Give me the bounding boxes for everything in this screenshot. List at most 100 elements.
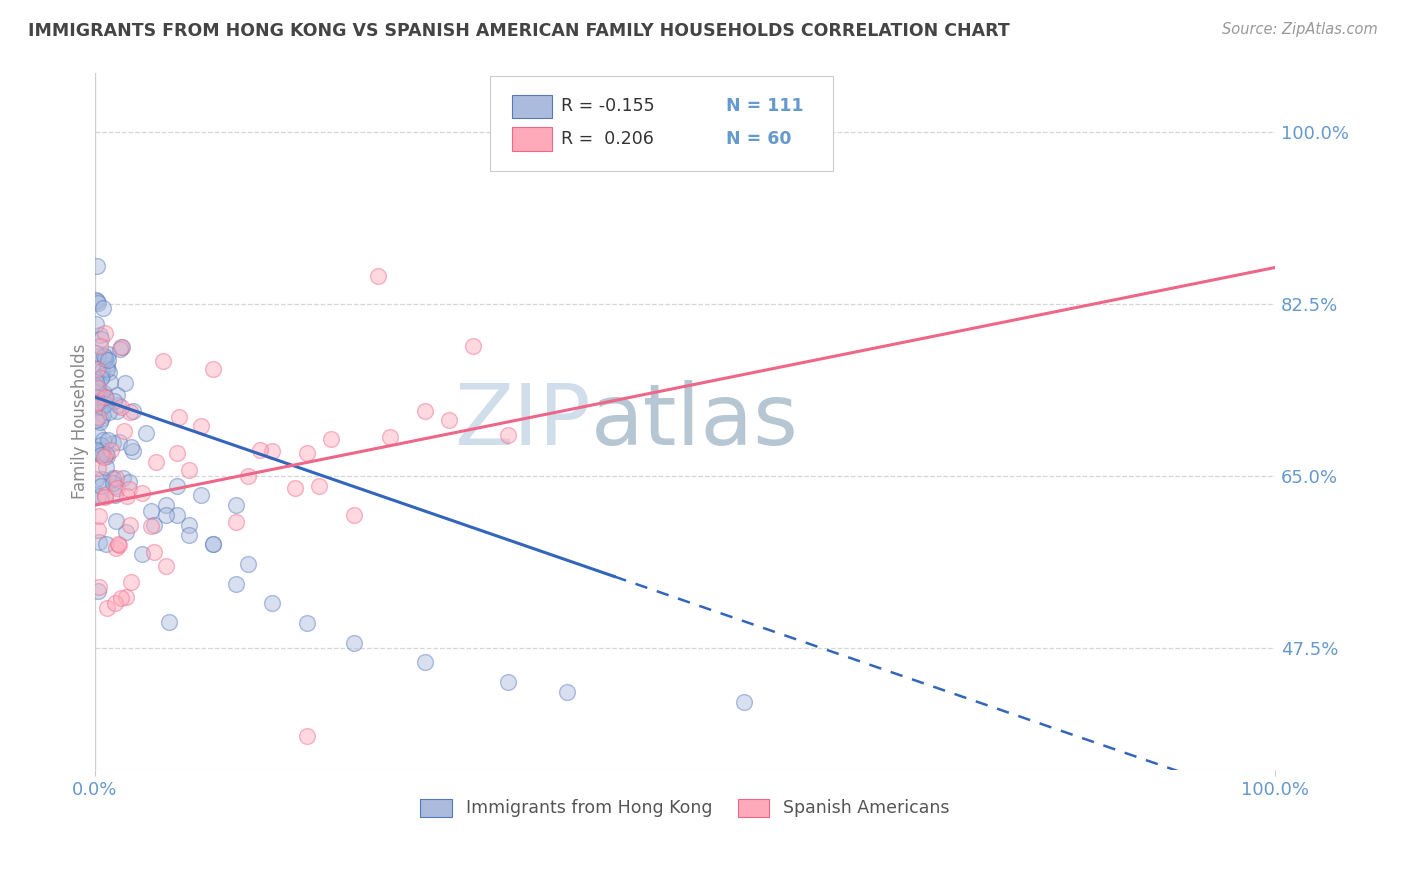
Point [86,260,108,274]
Point [139,504,162,518]
Point [96,362,118,376]
Point [105,471,128,485]
Point [90,472,112,486]
Point [115,489,138,503]
Point [86,361,108,376]
Point [87,296,110,310]
Point [87,428,110,442]
Point [145,454,167,468]
Point [86,413,108,427]
Point [97,347,120,361]
Point [93,450,115,465]
Point [90,332,112,346]
Point [297,615,319,630]
Point [120,440,142,454]
Point [105,541,128,555]
Point [84,293,107,307]
Point [94,459,117,474]
Text: R =  0.206: R = 0.206 [561,129,654,147]
Point [104,514,127,528]
Point [87,489,110,503]
Point [86,400,108,414]
Point [94,536,117,550]
Point [90,448,112,462]
Point [91,401,114,415]
Point [114,376,136,390]
Point [89,339,111,353]
Point [91,443,114,458]
Point [166,508,188,522]
Point [93,326,115,340]
Point [97,433,120,447]
Point [105,404,128,418]
Point [86,294,108,309]
Point [437,412,460,426]
Text: N = 60: N = 60 [727,129,792,147]
Point [225,498,247,512]
Point [101,471,124,485]
Point [201,537,224,551]
Point [96,391,118,405]
Point [179,517,201,532]
Point [115,591,138,605]
Point [118,482,141,496]
Point [86,523,108,537]
Point [308,479,330,493]
Point [201,362,224,376]
Point [100,443,122,458]
Point [90,448,112,462]
Point [115,524,138,539]
Point [97,365,120,379]
Point [84,396,107,410]
Point [86,373,108,387]
Point [103,596,125,610]
Point [89,399,111,413]
Point [87,409,110,424]
Point [90,438,112,452]
FancyBboxPatch shape [512,128,551,151]
Point [131,486,153,500]
Point [502,154,524,169]
Point [89,327,111,342]
Point [93,350,115,364]
Point [97,405,120,419]
Point [84,318,107,332]
Point [101,476,124,491]
Point [111,471,134,485]
Point [89,580,111,594]
Point [86,445,108,459]
Point [343,508,366,522]
Point [496,428,519,442]
Point [96,359,118,373]
Point [142,545,165,559]
Point [96,600,118,615]
Point [157,615,180,630]
Point [103,472,125,486]
Point [166,446,188,460]
Point [90,448,112,462]
Point [238,469,260,483]
Point [105,388,128,402]
Point [94,447,117,461]
Point [225,515,247,529]
Point [118,405,141,419]
Point [461,338,484,352]
Point [94,488,117,502]
Point [179,463,201,477]
Point [104,488,127,502]
Point [93,434,115,448]
Point [84,442,107,457]
Point [90,445,112,459]
Point [111,340,134,354]
Point [89,535,111,549]
Point [90,490,112,504]
Point [260,596,283,610]
Point [93,408,115,422]
Point [225,576,247,591]
Point [93,349,115,363]
Point [93,386,115,401]
Point [152,354,174,368]
Point [110,340,132,354]
Point [121,443,143,458]
Point [733,695,755,709]
